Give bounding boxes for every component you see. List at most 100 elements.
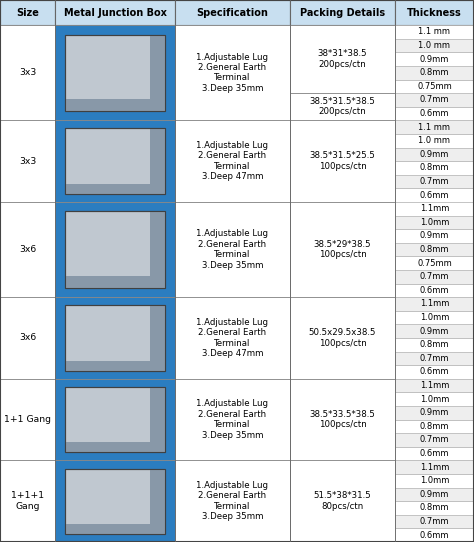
Bar bbox=[175, 0, 290, 25]
Bar bbox=[0, 0, 55, 25]
Text: Metal Junction Box: Metal Junction Box bbox=[64, 8, 166, 17]
Bar bbox=[64, 468, 165, 534]
Text: 1.1mm: 1.1mm bbox=[420, 463, 449, 472]
Bar bbox=[150, 35, 165, 111]
Bar bbox=[395, 256, 474, 270]
Bar bbox=[395, 420, 474, 433]
Bar bbox=[55, 0, 175, 25]
Bar bbox=[395, 134, 474, 147]
Bar bbox=[55, 460, 175, 542]
Bar bbox=[55, 379, 175, 460]
Bar bbox=[64, 211, 165, 288]
Text: 0.8mm: 0.8mm bbox=[420, 340, 449, 349]
Text: 0.6mm: 0.6mm bbox=[420, 367, 449, 377]
Text: 38.5*29*38.5
100pcs/ctn: 38.5*29*38.5 100pcs/ctn bbox=[314, 240, 371, 259]
Bar bbox=[150, 468, 165, 534]
Bar bbox=[0, 379, 55, 460]
Bar bbox=[64, 468, 165, 534]
Text: 0.6mm: 0.6mm bbox=[420, 191, 449, 199]
Text: 1.Adjustable Lug
2.General Earth
Terminal
3.Deep 47mm: 1.Adjustable Lug 2.General Earth Termina… bbox=[197, 141, 268, 181]
Text: 1.Adjustable Lug
2.General Earth
Terminal
3.Deep 47mm: 1.Adjustable Lug 2.General Earth Termina… bbox=[197, 318, 268, 358]
Bar bbox=[395, 202, 474, 216]
Bar bbox=[290, 120, 395, 202]
Bar bbox=[395, 270, 474, 283]
Text: 1.Adjustable Lug
2.General Earth
Terminal
3.Deep 35mm: 1.Adjustable Lug 2.General Earth Termina… bbox=[197, 481, 268, 521]
Bar bbox=[64, 35, 165, 111]
Bar bbox=[64, 99, 165, 111]
Bar bbox=[395, 460, 474, 474]
Text: 0.9mm: 0.9mm bbox=[420, 327, 449, 335]
Text: 0.8mm: 0.8mm bbox=[420, 164, 449, 172]
Bar bbox=[64, 387, 165, 452]
Bar bbox=[395, 25, 474, 38]
Text: 1.0mm: 1.0mm bbox=[420, 218, 449, 227]
Text: 1.0mm: 1.0mm bbox=[420, 476, 449, 485]
Text: 1+1 Gang: 1+1 Gang bbox=[4, 415, 51, 424]
Bar bbox=[175, 460, 290, 542]
Bar bbox=[64, 276, 165, 288]
Bar bbox=[395, 120, 474, 134]
Bar bbox=[395, 297, 474, 311]
Bar bbox=[290, 379, 395, 460]
Text: 0.7mm: 0.7mm bbox=[420, 435, 449, 444]
Text: 0.8mm: 0.8mm bbox=[420, 504, 449, 513]
Bar bbox=[150, 211, 165, 288]
Bar bbox=[395, 379, 474, 392]
Text: 3x6: 3x6 bbox=[19, 333, 36, 343]
Bar bbox=[290, 460, 395, 542]
Bar bbox=[290, 202, 395, 297]
Text: 0.9mm: 0.9mm bbox=[420, 231, 449, 241]
Bar bbox=[64, 524, 165, 534]
Text: Size: Size bbox=[16, 8, 39, 17]
Bar bbox=[395, 147, 474, 161]
Bar bbox=[175, 25, 290, 120]
Bar bbox=[64, 305, 165, 371]
Bar bbox=[395, 93, 474, 107]
Bar bbox=[64, 211, 165, 288]
Bar bbox=[395, 338, 474, 352]
Bar bbox=[290, 93, 395, 120]
Bar bbox=[395, 243, 474, 256]
Text: 0.75mm: 0.75mm bbox=[417, 82, 452, 91]
Bar bbox=[395, 80, 474, 93]
Text: 0.8mm: 0.8mm bbox=[420, 245, 449, 254]
Text: 0.8mm: 0.8mm bbox=[420, 422, 449, 431]
Text: 1.Adjustable Lug
2.General Earth
Terminal
3.Deep 35mm: 1.Adjustable Lug 2.General Earth Termina… bbox=[197, 229, 268, 270]
Bar bbox=[0, 460, 55, 542]
Text: 38.5*31.5*25.5
100pcs/ctn: 38.5*31.5*25.5 100pcs/ctn bbox=[310, 151, 375, 171]
Text: 1.0 mm: 1.0 mm bbox=[419, 41, 450, 50]
Bar bbox=[64, 35, 165, 111]
Text: 38*31*38.5
200pcs/ctn: 38*31*38.5 200pcs/ctn bbox=[318, 49, 367, 69]
Text: 1.1mm: 1.1mm bbox=[420, 204, 449, 213]
Text: 0.6mm: 0.6mm bbox=[420, 286, 449, 295]
Text: 0.9mm: 0.9mm bbox=[420, 150, 449, 159]
Text: 0.7mm: 0.7mm bbox=[420, 272, 449, 281]
Text: Thickness: Thickness bbox=[407, 8, 462, 17]
Text: 1.0mm: 1.0mm bbox=[420, 395, 449, 404]
Bar bbox=[395, 311, 474, 324]
Text: 1.1 mm: 1.1 mm bbox=[419, 122, 450, 132]
Bar bbox=[395, 38, 474, 53]
Text: 1+1+1
Gang: 1+1+1 Gang bbox=[11, 492, 44, 511]
Bar bbox=[395, 447, 474, 460]
Bar bbox=[175, 297, 290, 379]
Bar bbox=[395, 188, 474, 202]
Bar bbox=[290, 0, 395, 25]
Text: 0.9mm: 0.9mm bbox=[420, 408, 449, 417]
Text: 0.6mm: 0.6mm bbox=[420, 531, 449, 540]
Bar bbox=[395, 352, 474, 365]
Bar bbox=[55, 297, 175, 379]
Bar bbox=[395, 501, 474, 515]
Bar bbox=[55, 120, 175, 202]
Text: 0.7mm: 0.7mm bbox=[420, 354, 449, 363]
Bar bbox=[64, 305, 165, 371]
Bar bbox=[0, 297, 55, 379]
Bar bbox=[395, 53, 474, 66]
Text: 3x6: 3x6 bbox=[19, 245, 36, 254]
Text: 38.5*33.5*38.5
100pcs/ctn: 38.5*33.5*38.5 100pcs/ctn bbox=[310, 410, 375, 429]
Text: 38.5*31.5*38.5
200pcs/ctn: 38.5*31.5*38.5 200pcs/ctn bbox=[310, 97, 375, 117]
Bar bbox=[175, 379, 290, 460]
Bar bbox=[64, 387, 165, 452]
Bar bbox=[395, 0, 474, 25]
Text: 0.6mm: 0.6mm bbox=[420, 449, 449, 458]
